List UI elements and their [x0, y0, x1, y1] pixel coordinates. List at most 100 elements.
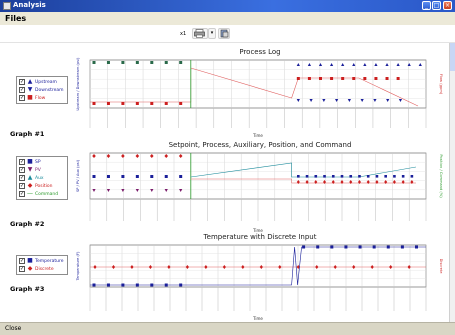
checkbox-icon[interactable]: ✓ [19, 95, 25, 101]
checkbox-icon[interactable]: ✓ [19, 191, 25, 197]
graph1-title: Process Log [239, 48, 281, 56]
legend-item[interactable]: ✓ ◆ Discrete [19, 265, 65, 273]
upstream-marker [407, 63, 411, 66]
downstream-marker [335, 99, 339, 102]
position-marker [384, 180, 388, 184]
legend-label: Discrete [35, 266, 54, 272]
discrete-marker [204, 265, 208, 269]
checkbox-icon[interactable]: ✓ [19, 79, 25, 85]
flow-marker [179, 102, 183, 105]
downstream-marker [296, 99, 300, 102]
checkbox-icon[interactable]: ✓ [19, 87, 25, 93]
checkbox-icon[interactable]: ✓ [19, 183, 25, 189]
temperature-marker [372, 245, 376, 249]
flow-marker [150, 102, 154, 105]
discrete-marker [185, 265, 189, 269]
downstream-marker [398, 99, 403, 102]
position-marker [121, 154, 125, 158]
print-dropdown-button[interactable]: ▾ [208, 28, 216, 39]
menu-files[interactable]: Files [5, 14, 27, 23]
y-axis-label-left: SP / PV / Aux (psi) [76, 159, 80, 192]
graph2-legend: ✓ ■ SP ✓ ▼ PV ✓ ▲ Aux ✓ ◆ Position ✓ — C… [16, 156, 68, 200]
app-icon [3, 2, 11, 10]
pv-marker [121, 189, 125, 192]
legend-item[interactable]: ✓ ▼ PV [19, 166, 65, 174]
graph1-plot[interactable]: Upstream / Downstream (psi) Flow (gpm) Tim… [74, 56, 444, 138]
checkbox-icon[interactable]: ✓ [19, 175, 25, 181]
discrete-marker [352, 265, 356, 269]
pv-marker [179, 189, 183, 192]
legend-label: Downstream [35, 87, 64, 93]
position-marker [305, 180, 309, 184]
flow-marker [135, 102, 139, 105]
graph2-plot[interactable]: SP / PV / Aux (psi) Position / Command (%… [74, 149, 444, 233]
flow-marker [307, 77, 311, 80]
discrete-marker [370, 265, 374, 269]
pv-marker [164, 189, 168, 192]
position-marker [366, 180, 370, 184]
upstream-marker [374, 63, 378, 66]
close-button[interactable]: Close [5, 325, 22, 332]
position-marker [401, 180, 405, 184]
upstream-marker [318, 63, 323, 66]
downstream-marker [386, 99, 390, 102]
upstream-marker [135, 61, 139, 64]
sp-marker [384, 175, 387, 178]
temperature-marker [121, 283, 125, 287]
square-icon: ■ [27, 94, 33, 101]
temperature-marker [302, 245, 306, 249]
legend-item[interactable]: ✓ — Command [19, 190, 65, 198]
flow-marker [352, 77, 356, 80]
checkbox-icon[interactable]: ✓ [19, 167, 25, 173]
temperature-marker [164, 283, 168, 287]
upstream-marker [106, 61, 110, 64]
checkbox-icon[interactable]: ✓ [19, 258, 25, 264]
maximize-button[interactable]: □ [432, 1, 441, 10]
legend-item[interactable]: ✓ ▲ Aux [19, 174, 65, 182]
legend-label: Flow [35, 95, 46, 101]
vertical-scrollbar[interactable] [449, 43, 455, 322]
flow-marker [385, 77, 389, 80]
upstream-marker [363, 63, 367, 66]
sp-marker [358, 175, 361, 178]
discrete-marker [278, 265, 282, 269]
legend-label: Temperature [35, 258, 64, 264]
position-marker [149, 154, 154, 158]
legend-label: SP [35, 159, 41, 165]
plot-border [89, 244, 427, 288]
temperature-marker [179, 283, 183, 287]
graph1-label: Graph #1 [10, 130, 45, 138]
legend-item[interactable]: ✓ ▲ Upstream [19, 78, 65, 86]
export-button[interactable] [218, 28, 230, 39]
pv-marker [106, 189, 111, 192]
sp-marker [92, 175, 96, 178]
y-axis-label-right: Discrete [439, 259, 443, 275]
checkbox-icon[interactable]: ✓ [19, 159, 25, 165]
window-title: Analysis [13, 1, 46, 9]
print-button[interactable] [192, 28, 208, 39]
upstream-marker [418, 63, 422, 66]
position-marker [349, 180, 353, 184]
sp-marker [410, 175, 414, 178]
flow-marker [296, 77, 300, 80]
minimize-button[interactable]: _ [422, 1, 431, 10]
checkbox-icon[interactable]: ✓ [19, 266, 25, 272]
close-window-button[interactable]: × [443, 1, 452, 10]
legend-item[interactable]: ✓ ■ Flow [19, 94, 65, 102]
graph3-plot[interactable]: Temperature (F) Discrete Time [74, 241, 444, 321]
legend-item[interactable]: ✓ ◆ Position [19, 182, 65, 190]
legend-item[interactable]: ✓ ▼ Downstream [19, 86, 65, 94]
sp-marker [121, 175, 125, 178]
scrollbar-thumb[interactable] [450, 43, 455, 71]
x-axis-label: Time [252, 228, 263, 233]
position-marker [357, 180, 361, 184]
discrete-marker [111, 265, 116, 269]
discrete-marker [148, 265, 153, 269]
sp-marker [297, 175, 300, 178]
flow-marker [363, 77, 367, 80]
upstream-marker [396, 63, 400, 66]
legend-item[interactable]: ✓ ■ SP [19, 158, 65, 166]
discrete-marker [259, 265, 263, 269]
flow-marker [92, 102, 96, 105]
legend-item[interactable]: ✓ ■ Temperature [19, 257, 65, 265]
